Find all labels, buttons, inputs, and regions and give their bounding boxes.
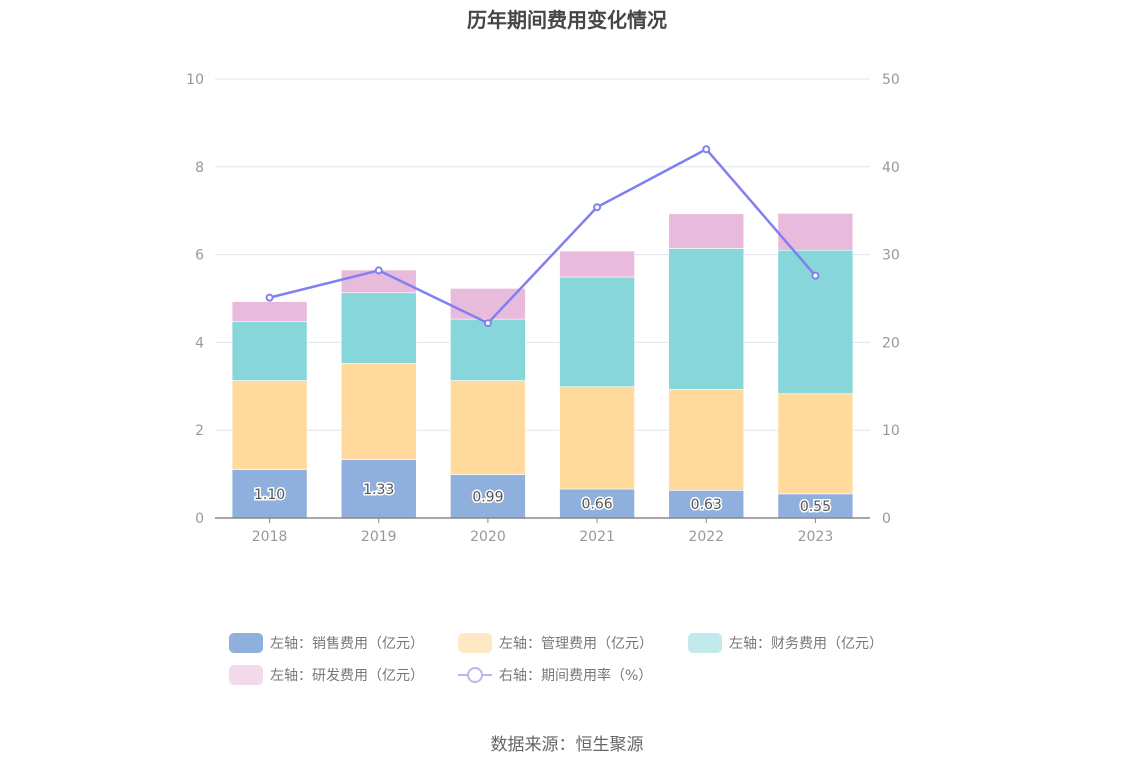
y-left-tick-label: 10 xyxy=(186,72,204,88)
rate-point xyxy=(702,145,711,154)
y-right-tick-label: 50 xyxy=(882,72,900,88)
y-right-tick-label: 20 xyxy=(882,335,900,351)
y-left-tick-label: 8 xyxy=(195,160,204,176)
bar-segment-4 xyxy=(668,213,745,249)
rate-point xyxy=(374,266,383,275)
bar-data-label: 0.66 xyxy=(581,497,612,513)
y-right-tick-label: 10 xyxy=(882,423,900,439)
bar-segment-4 xyxy=(777,213,854,251)
bar-data-label: 0.99 xyxy=(472,489,503,505)
y-left-tick-label: 4 xyxy=(195,335,204,351)
rate-line xyxy=(269,147,817,325)
legend-swatch-4 xyxy=(229,665,263,685)
legend-label-3: 左轴：财务费用（亿元） xyxy=(729,636,883,652)
y-right-tick-label: 0 xyxy=(882,511,891,527)
bar-segment-4 xyxy=(450,288,526,320)
bar-segment-3 xyxy=(231,321,308,381)
bar-segment-2 xyxy=(668,389,745,491)
x-tick-label: 2022 xyxy=(688,529,724,545)
legend-label-1: 左轴：销售费用（亿元） xyxy=(270,636,424,652)
legend-label-2: 左轴：管理费用（亿元） xyxy=(499,636,653,652)
bar-segment-1 xyxy=(668,490,745,519)
bar-segment-3 xyxy=(668,248,745,390)
rate-point xyxy=(483,319,492,328)
y-left-tick-label: 0 xyxy=(195,511,204,527)
y-right-tick-label: 40 xyxy=(882,160,900,176)
grid-lines xyxy=(215,78,870,431)
bar-data-label: 0.63 xyxy=(691,497,722,513)
bar-segment-3 xyxy=(559,276,635,388)
x-tick-label: 2021 xyxy=(579,529,615,545)
bar-segment-4 xyxy=(231,301,308,322)
bar-segment-2 xyxy=(559,386,635,490)
x-tick-label: 2019 xyxy=(361,529,397,545)
bar-data-label: 1.10 xyxy=(254,487,285,503)
y-left-tick-label: 2 xyxy=(195,423,204,439)
bar-segment-4 xyxy=(559,250,635,278)
rate-point xyxy=(265,293,274,302)
bar-segment-1 xyxy=(231,469,308,519)
bar-series xyxy=(231,213,854,519)
data-labels: 1.10 1.33 0.99 0.66 0.63 0.55 xyxy=(252,480,832,516)
bar-segment-3 xyxy=(340,292,417,364)
bar-segment-2 xyxy=(450,380,526,475)
bar-segment-2 xyxy=(340,363,417,460)
rate-point xyxy=(593,203,602,212)
legend-line-marker xyxy=(467,667,483,683)
x-tick-label: 2023 xyxy=(798,529,834,545)
chart-title: 历年期间费用变化情况 xyxy=(467,8,667,32)
data-source-note: 数据来源：恒生聚源 xyxy=(490,735,644,755)
axes: 0 2 4 6 8 10 0 10 20 30 40 50 2018 2019 2020 2021 2022 20… xyxy=(186,72,900,545)
bar-segment-1 xyxy=(559,488,635,519)
bar-data-label: 0.55 xyxy=(800,499,831,515)
bar-segment-1 xyxy=(450,474,526,519)
bar-data-label: 1.33 xyxy=(363,482,394,498)
y-right-tick-label: 30 xyxy=(882,248,900,264)
legend[interactable]: 左轴：销售费用（亿元） 左轴：管理费用（亿元） 左轴：财务费用（亿元） 左轴：研发费用… xyxy=(229,633,883,685)
y-left-tick-label: 6 xyxy=(195,248,204,264)
line-series xyxy=(265,145,820,328)
bar-segment-3 xyxy=(450,318,526,381)
legend-swatch-1 xyxy=(229,633,263,653)
rate-point xyxy=(811,271,820,280)
x-tick-label: 2018 xyxy=(252,529,288,545)
x-tick-label: 2020 xyxy=(470,529,506,545)
legend-swatch-3 xyxy=(688,633,722,653)
bar-segment-2 xyxy=(777,393,854,495)
legend-label-5: 右轴：期间费用率（%） xyxy=(499,667,652,684)
legend-label-4: 左轴：研发费用（亿元） xyxy=(270,668,424,684)
bar-segment-2 xyxy=(231,380,308,471)
legend-swatch-2 xyxy=(458,633,492,653)
